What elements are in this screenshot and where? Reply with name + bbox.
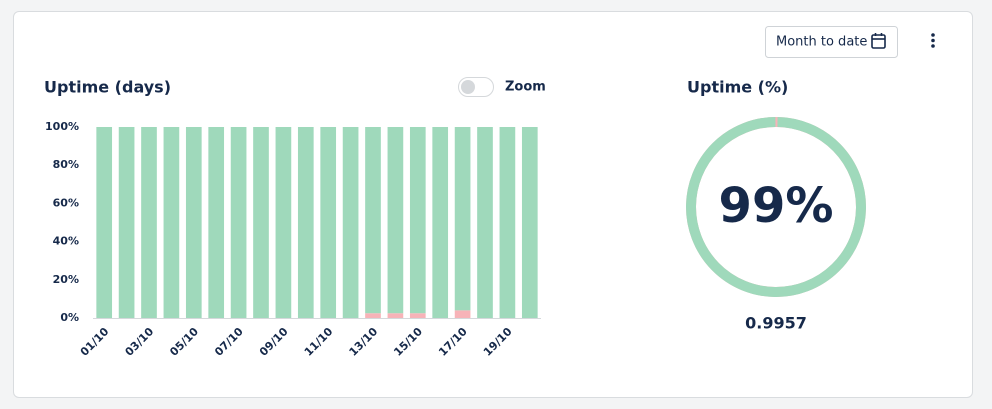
range-button-box[interactable] — [765, 26, 898, 58]
x-tick-label: 19/10 — [481, 325, 515, 359]
bar-segment — [409, 313, 426, 318]
calendar-icon[interactable] — [871, 33, 886, 49]
bar-segment — [477, 127, 493, 318]
donut-arc — [686, 116, 866, 297]
bar-segment — [163, 127, 180, 318]
x-tick-label: 05/10 — [167, 325, 201, 359]
y-tick-label: 0% — [60, 311, 79, 324]
bar-segment — [365, 313, 381, 318]
range-button[interactable]: Month to date — [765, 26, 898, 58]
y-tick-label: 20% — [53, 273, 79, 286]
x-tick-label: 11/10 — [302, 325, 336, 359]
bar-segment — [96, 127, 113, 318]
y-tick-label: 80% — [53, 158, 79, 171]
bar-segment — [342, 127, 359, 318]
x-tick-label: 17/10 — [436, 325, 470, 359]
y-tick-label: 60% — [53, 196, 79, 209]
bar-segment — [499, 127, 516, 318]
y-tick-label: 100% — [45, 120, 79, 133]
x-tick-label: 03/10 — [123, 325, 157, 359]
donut-center-label: 99% — [719, 178, 834, 234]
bar-segment — [454, 310, 471, 318]
range-button-label[interactable]: Month to date — [776, 35, 867, 50]
bar-segment — [521, 127, 538, 318]
bar-segment — [365, 127, 381, 314]
bar-segment — [297, 127, 314, 318]
zoom-toggle[interactable] — [458, 77, 494, 97]
bar-segment — [387, 127, 404, 314]
x-tick-label: 13/10 — [347, 325, 381, 359]
bar-segment — [387, 313, 404, 318]
zoom-label[interactable]: Zoom — [505, 80, 546, 95]
bar-segment — [454, 127, 471, 311]
x-tick-label: 07/10 — [212, 325, 246, 359]
bar-segment — [141, 127, 157, 318]
menu-icon[interactable] — [931, 33, 935, 48]
bar-segment — [185, 127, 202, 318]
bar-segment — [118, 127, 135, 318]
bar-segment — [230, 127, 247, 318]
bar-segment — [409, 127, 426, 314]
donut-value: 0.9957 — [745, 314, 807, 333]
bar-segment — [432, 127, 449, 318]
bar-segment — [275, 127, 292, 318]
donut-title: Uptime (%) — [687, 78, 788, 97]
bar-segment — [320, 127, 337, 318]
toggle-knob[interactable] — [461, 80, 475, 94]
x-tick-label: 15/10 — [391, 325, 425, 359]
bar-segment — [253, 127, 269, 318]
bar-segment — [208, 127, 225, 318]
bar-chart-title: Uptime (days) — [44, 78, 171, 97]
x-tick-label: 09/10 — [257, 325, 291, 359]
y-tick-label: 40% — [53, 235, 79, 248]
x-tick-label: 01/10 — [78, 325, 112, 359]
